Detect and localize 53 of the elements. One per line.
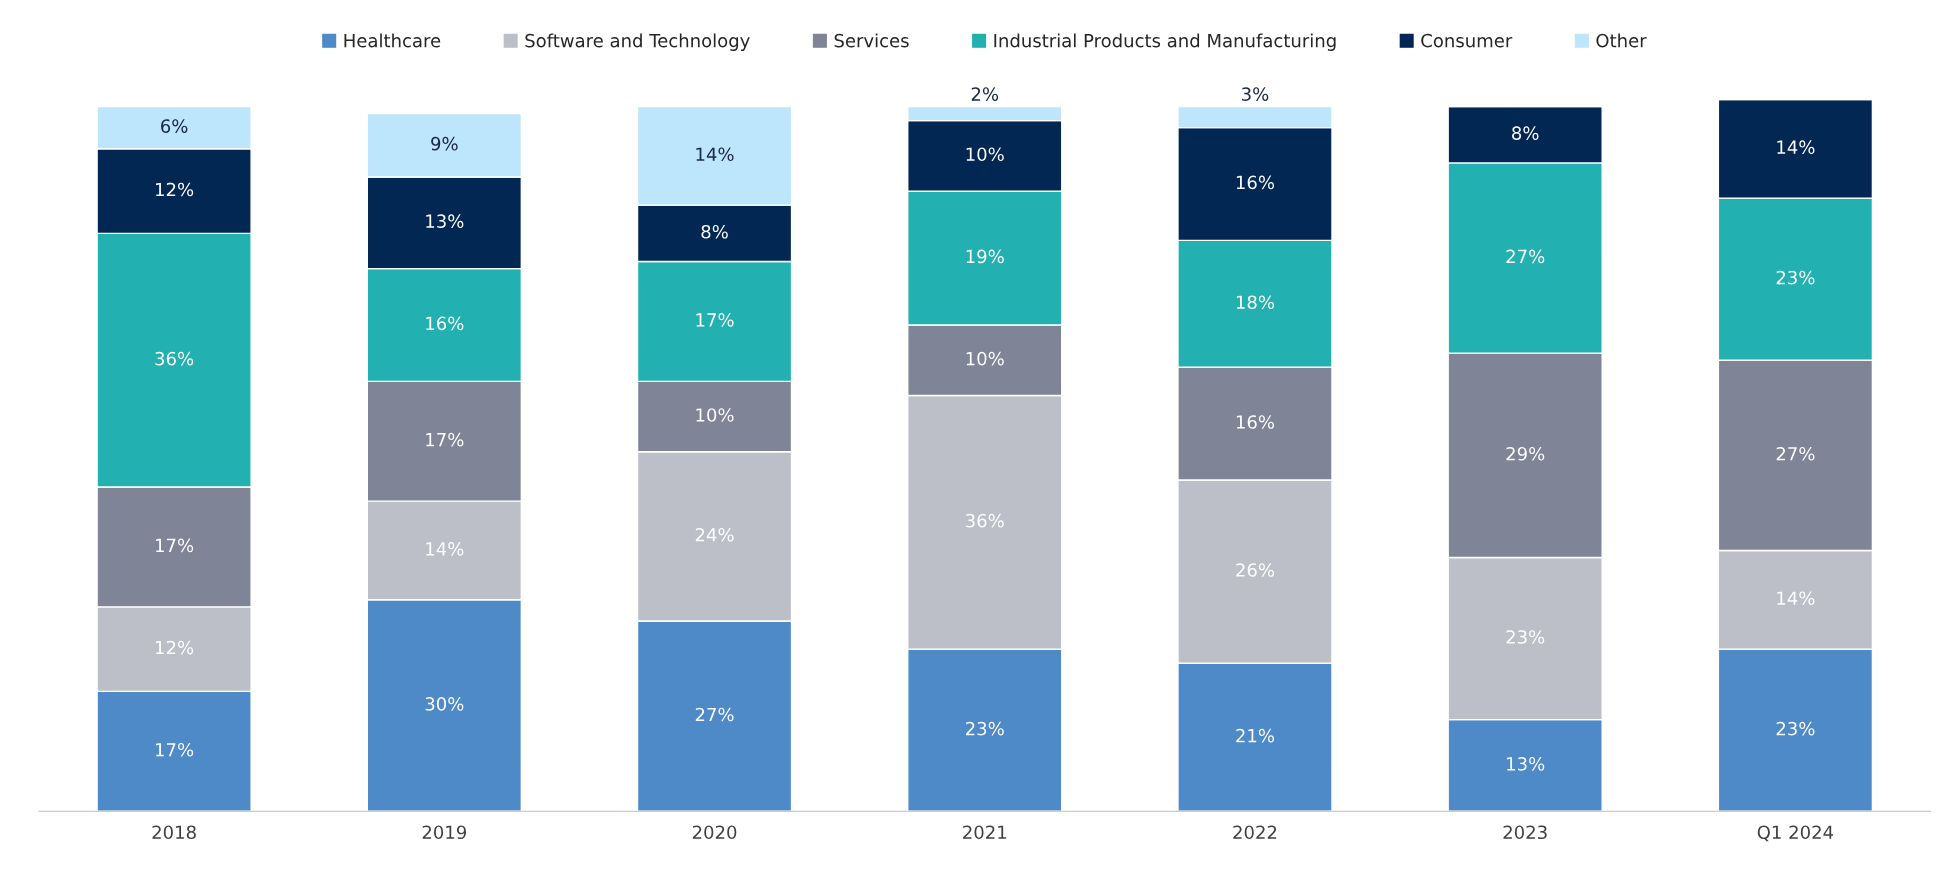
data-label: 14% xyxy=(1777,140,1815,155)
data-label: 30% xyxy=(425,697,464,711)
x-tick-label: 2023 xyxy=(1503,825,1547,840)
x-tick-label: 2022 xyxy=(1233,825,1277,840)
data-label: 16% xyxy=(1236,175,1275,190)
legend-label: Services xyxy=(834,33,909,48)
data-label: 14% xyxy=(426,542,464,556)
data-label: 27% xyxy=(695,707,734,722)
data-label: 23% xyxy=(1776,270,1815,285)
data-label: 29% xyxy=(1506,446,1545,461)
data-label: 19% xyxy=(966,249,1004,264)
x-tick-label: 2019 xyxy=(422,825,467,840)
data-label: 23% xyxy=(1776,721,1815,736)
data-label: 8% xyxy=(701,224,728,239)
x-tick-label: Q1 2024 xyxy=(1757,825,1834,842)
data-label: 26% xyxy=(1236,563,1275,577)
data-label: 6% xyxy=(161,119,188,133)
data-label: 17% xyxy=(696,313,734,327)
data-label: 12% xyxy=(156,640,194,655)
data-label: 23% xyxy=(1506,630,1545,644)
legend-label: Software and Technology xyxy=(525,33,750,51)
data-label: 18% xyxy=(1236,295,1275,310)
data-label: 24% xyxy=(695,527,734,542)
data-label: 21% xyxy=(1236,728,1275,743)
data-label: 17% xyxy=(156,538,194,553)
data-label: 14% xyxy=(696,147,734,162)
x-tick-label: 2018 xyxy=(152,825,196,840)
legend-label: Healthcare xyxy=(344,33,441,48)
legend-label: Industrial Products and Manufacturing xyxy=(994,33,1336,51)
x-tick-label: 2020 xyxy=(692,825,737,840)
data-label: 16% xyxy=(426,316,464,331)
data-label: 27% xyxy=(1776,446,1815,461)
data-label: 10% xyxy=(966,147,1004,162)
legend-label: Other xyxy=(1596,33,1647,48)
x-tick-label: 2021 xyxy=(963,825,1007,840)
data-label: 36% xyxy=(155,351,194,366)
data-label: 9% xyxy=(431,136,458,151)
data-label: 23% xyxy=(966,721,1004,736)
data-label: 27% xyxy=(1506,249,1545,264)
data-label: 16% xyxy=(1236,415,1275,429)
data-label: 12% xyxy=(156,182,194,197)
data-label: 36% xyxy=(966,513,1004,528)
data-label: 3% xyxy=(1242,87,1269,101)
data-label: 13% xyxy=(426,214,464,229)
data-label: 17% xyxy=(426,432,464,447)
data-label: 2% xyxy=(971,87,999,101)
data-label: 14% xyxy=(1777,591,1815,606)
legend-label: Consumer xyxy=(1421,33,1513,48)
data-label: 13% xyxy=(1507,757,1545,771)
data-label: 8% xyxy=(1512,126,1539,140)
data-label: 10% xyxy=(966,351,1004,366)
data-label: 17% xyxy=(156,742,194,757)
data-label: 10% xyxy=(696,408,734,422)
